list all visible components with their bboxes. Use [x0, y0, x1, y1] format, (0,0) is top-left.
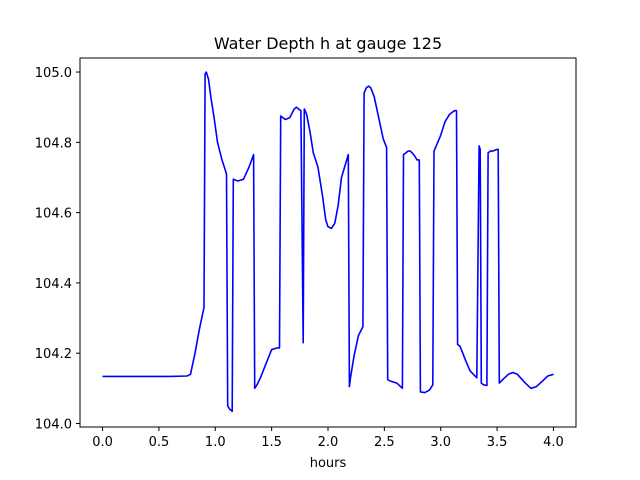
x-tick-label: 4.0	[543, 435, 564, 450]
x-tick-label: 3.5	[487, 435, 508, 450]
x-tick-label: 3.0	[430, 435, 451, 450]
x-axis-ticks: 0.0 0.5 1.0 1.5 2.0 2.5 3.0 3.5 4.0	[92, 427, 564, 450]
chart-title: Water Depth h at gauge 125	[214, 34, 442, 53]
y-tick-label: 105.0	[35, 66, 72, 81]
x-tick-label: 2.5	[374, 435, 395, 450]
y-tick-label: 104.2	[35, 347, 72, 362]
x-tick-label: 1.0	[205, 435, 226, 450]
y-tick-label: 104.6	[35, 207, 72, 222]
x-axis-label: hours	[310, 456, 347, 471]
x-tick-label: 2.0	[318, 435, 339, 450]
y-tick-label: 104.0	[35, 417, 72, 432]
y-tick-label: 104.8	[35, 136, 72, 151]
x-tick-label: 1.5	[261, 435, 282, 450]
water-depth-line	[102, 71, 554, 412]
y-axis-ticks: 104.0 104.2 104.4 104.6 104.8 105.0	[35, 66, 80, 432]
x-tick-label: 0.0	[92, 435, 113, 450]
plot-frame	[79, 57, 577, 428]
y-tick-label: 104.4	[35, 277, 72, 292]
x-tick-label: 0.5	[149, 435, 170, 450]
